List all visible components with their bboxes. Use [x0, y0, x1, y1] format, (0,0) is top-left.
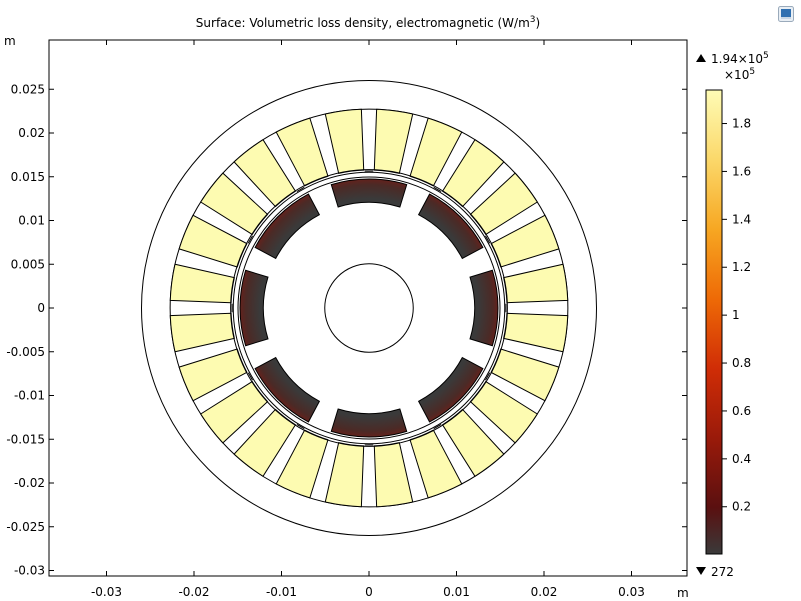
rotor-magnet	[330, 178, 408, 208]
colorbar-tick-label: 1.2	[732, 260, 751, 274]
colorbar-tick-label: 0.2	[732, 500, 751, 514]
y-tick-label: -0.015	[6, 432, 45, 446]
rotor-magnet	[254, 356, 321, 423]
y-tick-label: 0.01	[18, 214, 45, 228]
stator-coil	[503, 312, 569, 353]
stator-coil	[373, 442, 414, 508]
colorbar-tick-label: 1	[732, 308, 740, 322]
rotor-magnet	[417, 193, 484, 260]
y-unit-label: m	[4, 34, 16, 48]
stator-coil	[169, 263, 235, 304]
colorbar-tick-label: 1.8	[732, 117, 751, 131]
rotor-magnet	[330, 408, 408, 438]
colorbar-tick-label: 0.4	[732, 452, 751, 466]
stator-coil	[324, 442, 365, 508]
y-tick-label: -0.005	[6, 345, 45, 359]
tooth-tip	[485, 372, 491, 381]
colorbar-max-label: 1.94×105	[711, 51, 769, 66]
colorbar-tick-label: 0.8	[732, 356, 751, 370]
stator-coil	[373, 108, 414, 174]
rotor-magnet	[417, 356, 484, 423]
x-tick-label: 0	[365, 585, 373, 599]
tooth-tip	[247, 372, 253, 381]
max-triangle-icon	[696, 54, 706, 62]
y-axis-ticks: 0.025 0.02 0.015 0.01 0.005 0 -0.005 -0.01 -0.01…	[6, 82, 687, 578]
x-tick-label: -0.02	[178, 585, 209, 599]
x-unit-label: m	[677, 586, 689, 600]
outer-boundary-circle	[141, 80, 597, 536]
stator-coil	[169, 312, 235, 353]
tooth-tip	[433, 424, 442, 430]
colorbar-tick-label: 1.6	[732, 164, 751, 178]
tooth-tip	[433, 186, 442, 192]
x-tick-label: 0.03	[618, 585, 645, 599]
colorbar-tick-label: 1.4	[732, 212, 751, 226]
tooth-tip	[296, 186, 305, 192]
shaft-circle	[324, 263, 414, 353]
y-tick-label: -0.01	[14, 389, 45, 403]
airgap-outer-circle	[230, 169, 508, 447]
x-tick-label: -0.03	[91, 585, 122, 599]
y-tick-label: 0	[37, 301, 45, 315]
y-tick-label: -0.02	[14, 476, 45, 490]
y-tick-label: -0.025	[6, 520, 45, 534]
tooth-tip	[296, 424, 305, 430]
y-tick-label: 0.005	[11, 257, 45, 271]
rotor-magnet	[469, 269, 499, 347]
rotor-magnet	[239, 269, 269, 347]
x-tick-label: 0.02	[531, 585, 558, 599]
airgap-inner-circle	[232, 171, 506, 445]
colorbar-min-label: 272	[711, 565, 734, 579]
rotor-outer-circle	[237, 176, 501, 440]
colorbar-scale-label: ×105	[724, 67, 755, 82]
y-tick-label: 0.02	[18, 126, 45, 140]
y-tick-label: -0.03	[14, 564, 45, 578]
colorbar-tick-label: 0.6	[732, 404, 751, 418]
y-tick-label: 0.015	[11, 170, 45, 184]
stator-coil	[324, 108, 365, 174]
stator-coil	[503, 263, 569, 304]
tooth-tip	[247, 235, 253, 244]
x-tick-label: 0.01	[443, 585, 470, 599]
colorbar	[705, 89, 723, 555]
rotor-magnet	[254, 193, 321, 260]
x-tick-label: -0.01	[266, 585, 297, 599]
chart-title: Surface: Volumetric loss density, electr…	[196, 15, 540, 30]
y-tick-label: 0.025	[11, 82, 45, 96]
graphics-toolbar-icon[interactable]	[778, 6, 794, 22]
x-axis-ticks: -0.03 -0.02 -0.01 0 0.01 0.02 0.03	[91, 40, 645, 599]
tooth-tip	[485, 235, 491, 244]
colorbar-ticks: 1.8 1.6 1.4 1.2 1 0.8 0.6 0.4 0.2	[722, 117, 751, 514]
motor-geometry	[141, 80, 597, 536]
min-triangle-icon	[696, 567, 706, 575]
stator-outer-circle	[169, 108, 569, 508]
